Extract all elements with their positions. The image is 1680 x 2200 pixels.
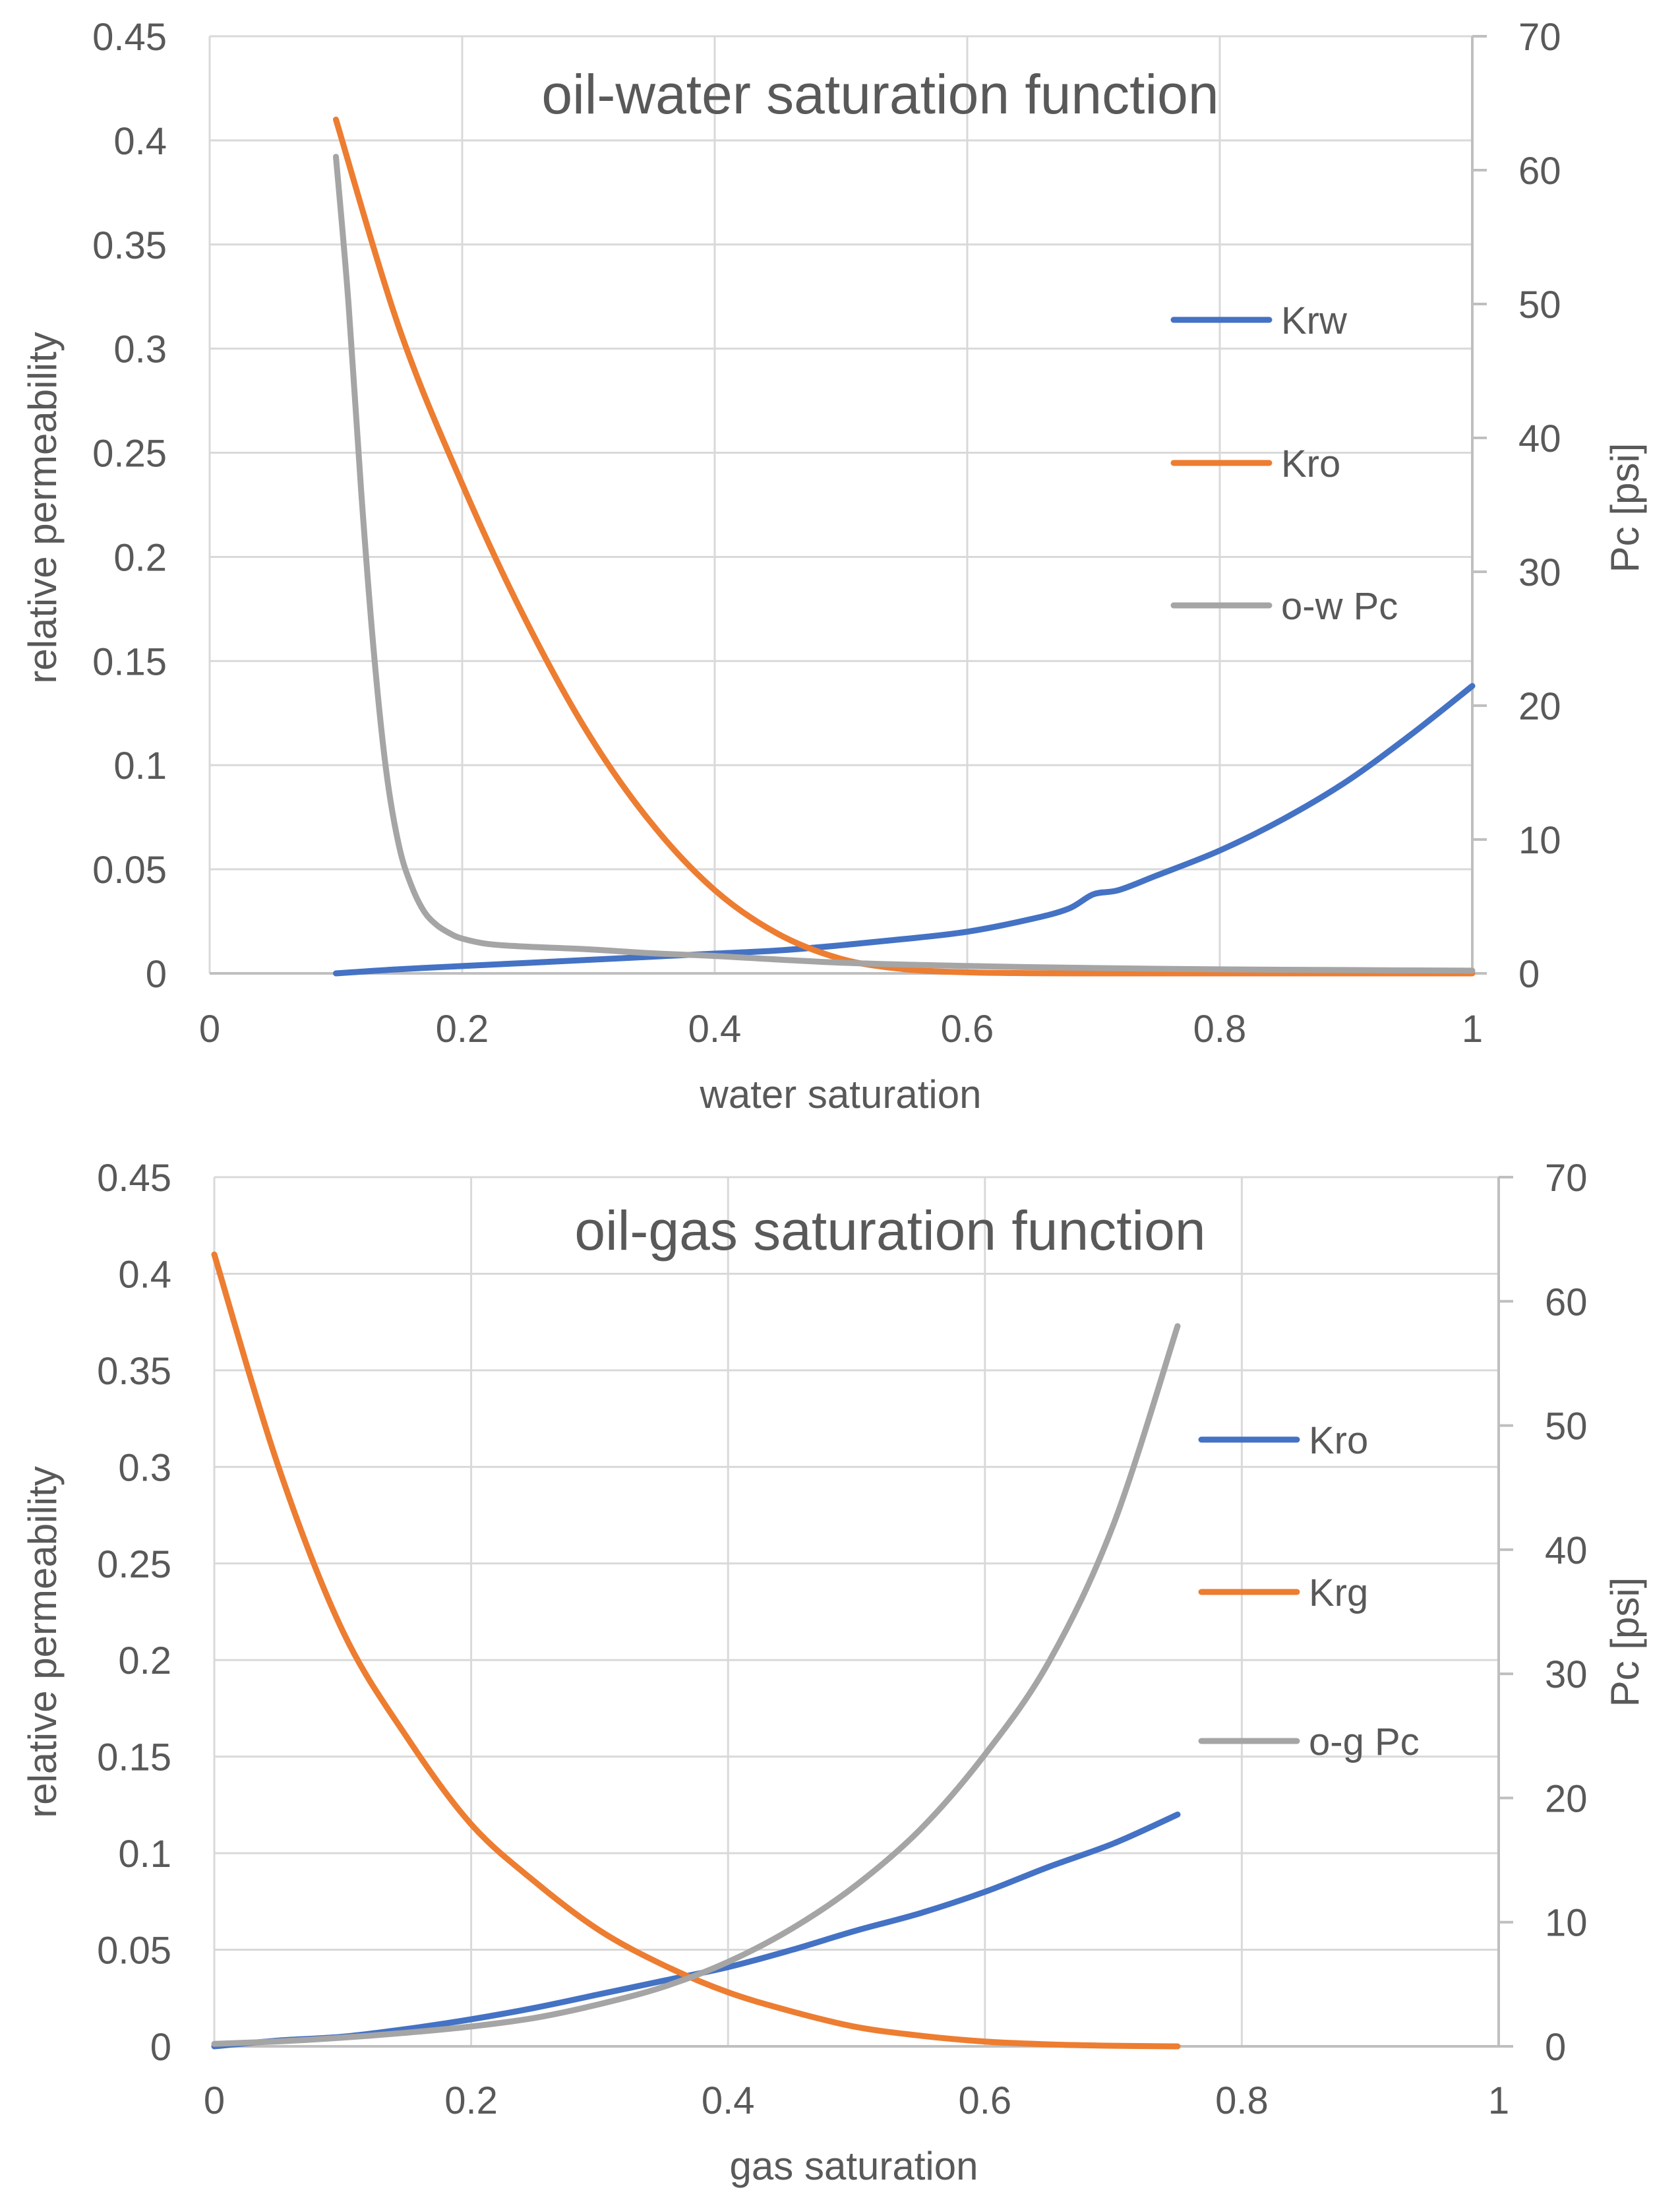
y-tick-label: 0.1 (118, 1833, 171, 1876)
y2-tick-label: 40 (1518, 417, 1561, 460)
x-tick-label: 0.2 (444, 2079, 498, 2122)
y2-tick-label: 70 (1545, 1157, 1588, 1200)
series-line-o-g-pc (211, 1323, 1181, 2047)
y-tick-label: 0.2 (113, 536, 167, 579)
legend-label-o-g-pc: o-g Pc (1309, 1721, 1420, 1763)
y-tick-label: 0.45 (97, 1157, 171, 1200)
chart-title: oil-gas saturation function (574, 1200, 1205, 1262)
x-axis-label: gas saturation (730, 2144, 978, 2188)
x-tick-label: 1 (1462, 1008, 1483, 1051)
series-line-o-w-pc (333, 154, 1476, 974)
y-tick-label: 0.05 (92, 849, 167, 892)
tick-labels: 00.050.10.150.20.250.30.350.40.450 0.2 0.4… (92, 16, 1561, 1051)
y2-tick-label: 60 (1518, 150, 1561, 193)
y-tick-label: 0.3 (118, 1446, 171, 1489)
y-tick-label: 0.4 (118, 1253, 171, 1296)
y2-tick-label: 50 (1518, 284, 1561, 326)
chart-title: oil-water saturation function (541, 63, 1218, 125)
x-axis-label: water saturation (700, 1072, 982, 1116)
x-tick-label: 0.6 (941, 1008, 994, 1051)
series-line-kro (333, 116, 1476, 977)
x-tick-label: 0.4 (688, 1008, 742, 1051)
x-tick-label: 0.8 (1193, 1008, 1247, 1051)
y2-tick-label: 60 (1545, 1281, 1588, 1324)
y-tick-label: 0.25 (97, 1543, 171, 1586)
axes (208, 35, 1487, 975)
x-tick-label: 0.2 (436, 1008, 489, 1051)
y-tick-label: 0.3 (113, 328, 167, 371)
y2-tick-label: 50 (1545, 1405, 1588, 1448)
y-tick-label: 0.05 (97, 1930, 171, 1972)
y-tick-label: 0 (146, 953, 167, 996)
y-tick-label: 0.2 (118, 1639, 171, 1682)
tick-labels: 00.050.10.150.20.250.30.350.40.450 0.2 0.4… (97, 1157, 1587, 2122)
y2-tick-label: 10 (1545, 1902, 1588, 1945)
x-tick-label: 1 (1488, 2079, 1509, 2122)
y2-tick-label: 30 (1545, 1653, 1588, 1696)
legend-label-krw: Krw (1281, 299, 1348, 342)
y-tick-label: 0.35 (97, 1350, 171, 1393)
gridlines (214, 1176, 1499, 2046)
y-tick-label: 0.45 (92, 16, 167, 59)
legend: Krw Kro o-w Pc (1170, 299, 1398, 628)
series-line-krw (333, 683, 1476, 977)
series-line-krg (211, 1251, 1181, 2050)
y-tick-label: 0.15 (97, 1736, 171, 1779)
axes (213, 1176, 1513, 2048)
y-tick-label: 0.35 (92, 224, 167, 267)
series-group (333, 116, 1476, 977)
x-tick-label: 0 (204, 2079, 225, 2122)
y-axis-label: relative permeability (20, 332, 65, 684)
x-tick-label: 0.4 (702, 2079, 755, 2122)
y2-axis-label: Pc [psi] (1603, 443, 1647, 573)
y2-tick-label: 20 (1518, 685, 1561, 728)
legend-label-kro: Kro (1281, 443, 1340, 485)
y2-tick-label: 10 (1518, 819, 1561, 862)
y2-tick-label: 40 (1545, 1529, 1588, 1572)
y2-tick-label: 0 (1518, 953, 1540, 996)
chart-oil-water: 00.050.10.150.20.250.30.350.40.450 0.2 0.4… (20, 16, 1647, 1116)
gridlines (210, 35, 1472, 973)
y-axis-label: relative permeability (20, 1466, 65, 1818)
y2-tick-label: 70 (1518, 16, 1561, 59)
y2-axis-label: Pc [psi] (1603, 1577, 1647, 1707)
y-tick-label: 0.25 (92, 433, 167, 475)
y2-tick-label: 30 (1518, 551, 1561, 594)
y2-tick-label: 0 (1545, 2026, 1566, 2069)
legend-label-kro: Kro (1309, 1419, 1368, 1462)
legend-label-krg: Krg (1309, 1572, 1368, 1614)
legend: Kro Krg o-g Pc (1198, 1419, 1420, 1763)
y-tick-label: 0.15 (92, 640, 167, 683)
x-tick-label: 0 (199, 1008, 220, 1051)
y-tick-label: 0.4 (113, 120, 167, 163)
y2-tick-label: 20 (1545, 1777, 1588, 1820)
series-group (211, 1251, 1181, 2050)
y-tick-label: 0.1 (113, 745, 167, 787)
legend-label-o-w-pc: o-w Pc (1281, 585, 1398, 628)
series-line-kro (211, 1812, 1181, 2050)
chart-oil-gas: 00.050.10.150.20.250.30.350.40.450 0.2 0.4… (20, 1157, 1647, 2188)
x-tick-label: 0.6 (958, 2079, 1011, 2122)
x-tick-label: 0.8 (1215, 2079, 1269, 2122)
y-tick-label: 0 (150, 2026, 171, 2069)
